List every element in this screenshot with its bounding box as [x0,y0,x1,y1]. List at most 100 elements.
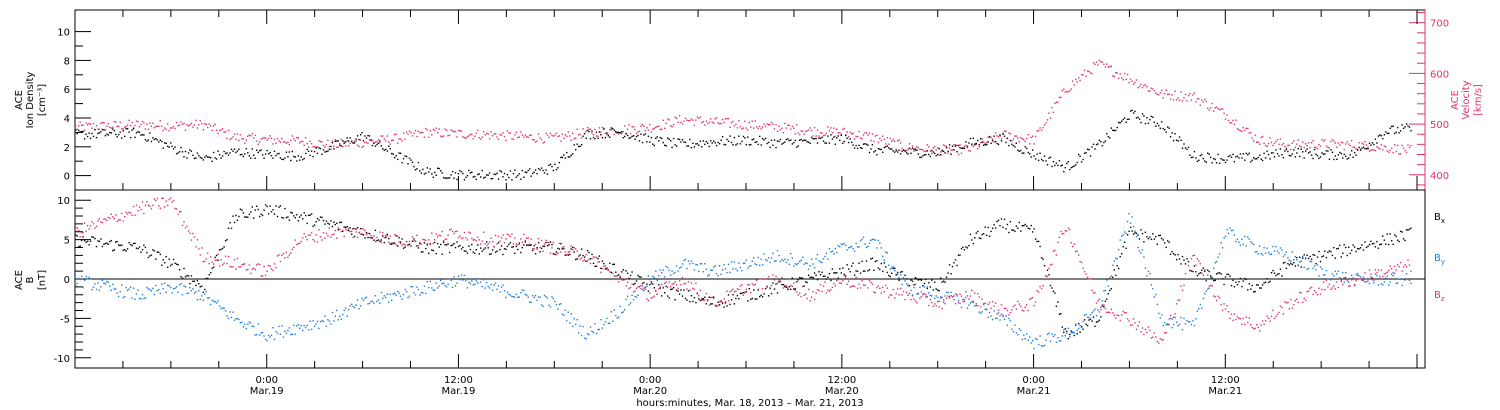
data-point [984,302,986,304]
data-point [699,263,701,265]
data-point [1294,156,1296,158]
data-point [894,151,896,153]
data-point [397,235,399,237]
data-point [718,300,721,303]
data-point [1091,72,1093,75]
data-point [465,280,467,282]
data-point [1088,148,1090,151]
data-point [1125,121,1127,123]
data-point [1302,141,1304,143]
data-point [279,141,282,143]
data-point [361,227,363,230]
data-point [578,134,580,136]
data-point [1172,99,1175,101]
data-point [1103,304,1105,306]
data-point [1201,269,1203,271]
data-point [523,289,525,292]
data-point [1276,138,1279,141]
data-point [310,232,313,234]
data-point [1167,240,1169,242]
data-point [134,298,136,300]
data-point [1215,106,1218,108]
data-point [925,150,927,153]
data-point [1006,137,1009,139]
data-point [787,287,789,289]
data-point [402,243,405,245]
data-point [791,125,793,128]
data-point [195,119,197,122]
time-tick-label-4: 0:00 [1022,375,1044,386]
data-point [1376,240,1378,243]
data-point [536,247,538,249]
data-point [784,141,786,143]
data-point [273,338,276,340]
data-point [1348,285,1350,287]
data-point [472,239,474,241]
data-point [1040,158,1043,161]
data-point [842,280,844,282]
data-point [1002,315,1004,318]
data-point [132,128,135,130]
data-point [411,161,414,163]
data-point [761,296,764,298]
data-point [119,121,121,123]
data-point [929,299,931,301]
data-point [1264,157,1267,159]
data-point [144,204,147,207]
data-point [79,131,81,133]
data-point [956,264,958,267]
data-point [1067,161,1069,163]
date-tick-label-5: Mar.21 [1208,386,1242,397]
data-point [500,237,503,239]
data-point [520,178,522,180]
data-point [162,147,164,149]
data-point [664,292,666,294]
data-point [1328,283,1331,285]
data-point [1290,262,1292,265]
data-point [942,144,945,146]
data-point [1315,153,1317,155]
data-point [1385,131,1387,133]
data-point [781,276,783,279]
data-point [978,237,980,239]
data-point [1211,162,1213,164]
data-point [339,228,341,231]
data-point [398,138,400,140]
data-point [615,131,617,134]
data-point [1113,129,1115,132]
time-tick-label-0: 0:00 [255,375,277,386]
data-point [103,218,105,220]
data-point [626,272,629,274]
data-point [839,268,841,270]
data-point [1125,232,1127,235]
data-point [671,126,673,128]
data-point [994,140,997,143]
data-point [466,287,469,289]
legend-bz: Bz [1434,290,1445,303]
data-point [894,140,896,143]
data-point [1282,255,1285,258]
data-point [1305,143,1307,145]
data-point [205,155,207,157]
data-point [313,224,316,226]
data-point [715,144,718,147]
data-point [779,129,782,131]
data-point [104,242,107,245]
data-point [883,138,885,141]
data-point [1297,139,1299,141]
data-point [305,236,307,238]
data-point [1021,152,1023,154]
data-point [925,154,927,156]
data-point [1070,88,1072,90]
data-point [1187,321,1190,323]
data-point [1310,258,1313,260]
data-point [1208,270,1210,273]
data-point [934,281,936,283]
data-point [793,288,795,290]
data-point [414,294,417,296]
data-point [830,134,832,136]
data-point [901,283,903,286]
data-point [165,142,167,144]
data-point [1266,247,1268,249]
data-point [717,141,719,144]
